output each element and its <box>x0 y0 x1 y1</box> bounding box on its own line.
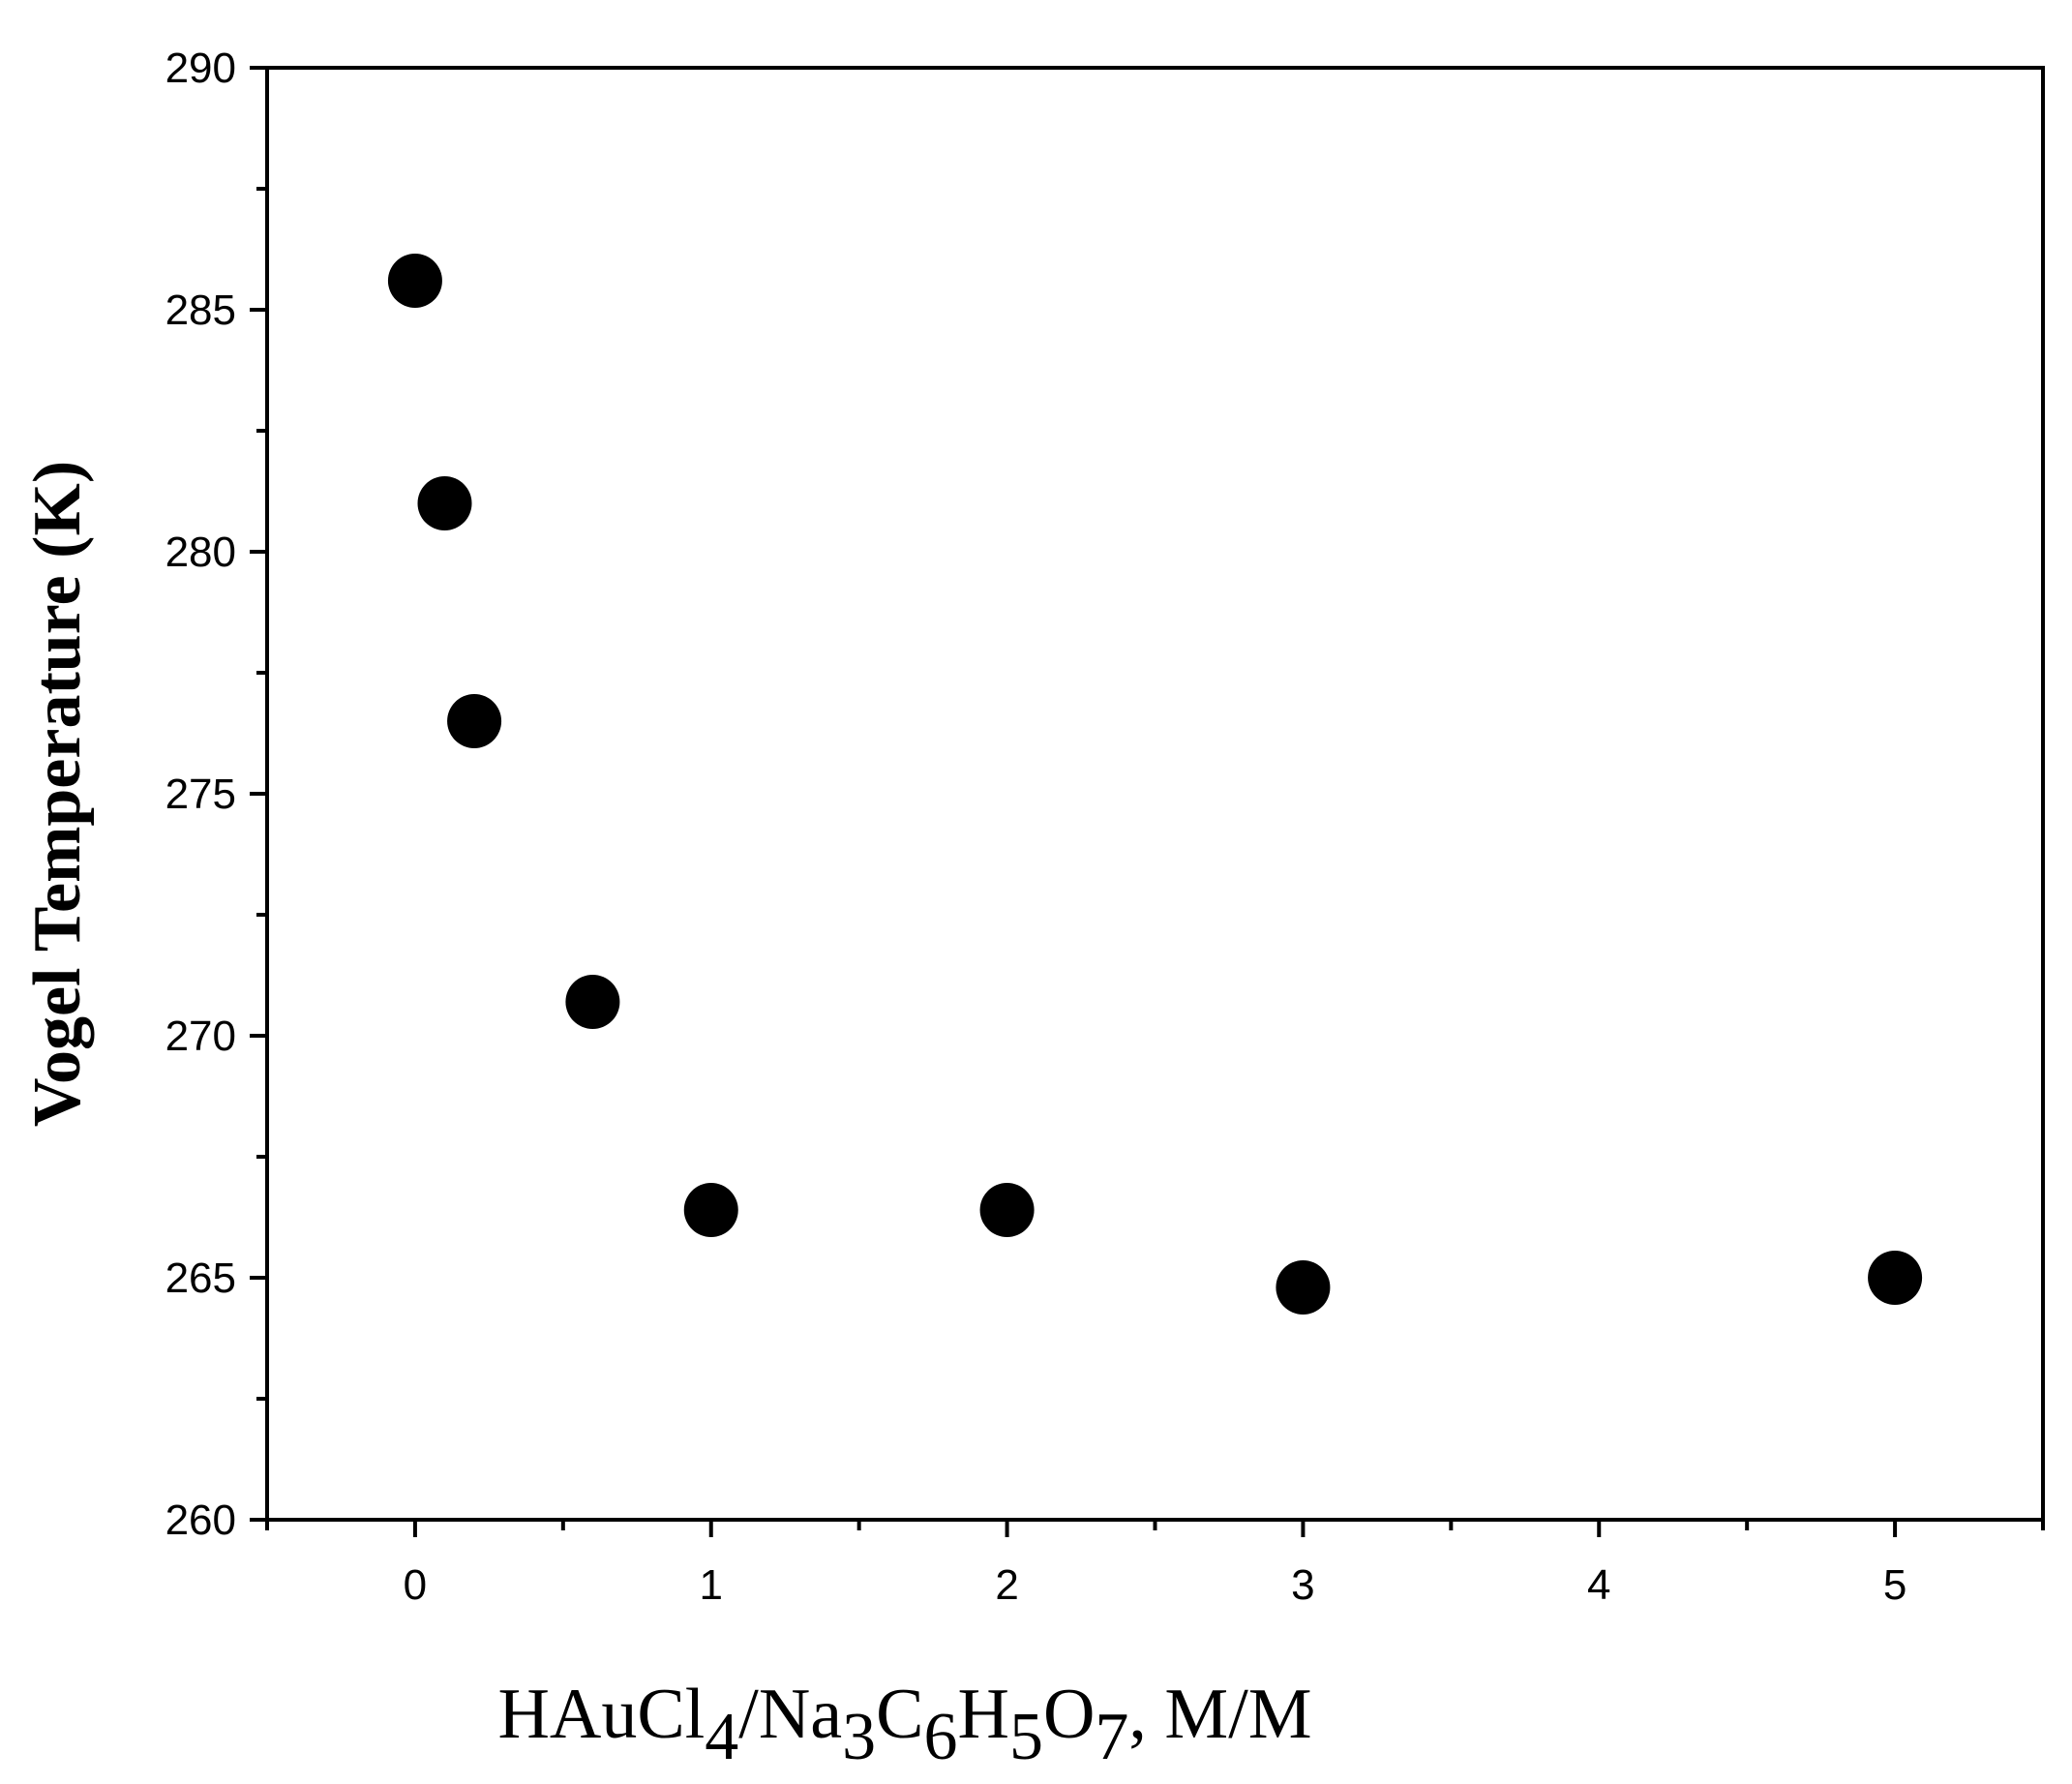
x-tick-label: 0 <box>404 1561 427 1609</box>
x-label-part: /Na <box>738 1675 842 1754</box>
data-point <box>683 1183 738 1237</box>
y-tick-label: 290 <box>165 45 236 92</box>
x-label-subscript: 4 <box>705 1700 738 1774</box>
x-tick-label: 1 <box>700 1561 723 1609</box>
data-point <box>565 975 620 1029</box>
x-label-part: O <box>1043 1675 1095 1754</box>
x-label-subscript: 5 <box>1009 1700 1043 1774</box>
y-tick-label: 275 <box>165 771 236 818</box>
data-point <box>387 254 442 308</box>
x-tick-label: 3 <box>1291 1561 1314 1609</box>
x-label-subscript: 6 <box>923 1700 957 1774</box>
x-label-part: H <box>957 1675 1008 1754</box>
y-tick-label: 260 <box>165 1497 236 1544</box>
x-axis-label: HAuCl4/Na3C6H5O7, M/M <box>497 1675 1311 1774</box>
x-tick-label: 2 <box>995 1561 1018 1609</box>
y-tick-label: 280 <box>165 529 236 576</box>
data-points <box>387 254 1923 1315</box>
x-label-part: HAuCl <box>497 1675 705 1754</box>
data-point <box>979 1183 1035 1237</box>
x-label-part: C <box>876 1675 923 1754</box>
y-tick-label: 265 <box>165 1255 236 1302</box>
y-tick-label: 285 <box>165 287 236 334</box>
x-tick-label: 5 <box>1883 1561 1907 1609</box>
data-point <box>417 476 472 530</box>
x-label-subscript: 7 <box>1095 1700 1128 1774</box>
data-point <box>1276 1260 1331 1315</box>
y-tick-label: 270 <box>165 1013 236 1060</box>
data-point <box>1868 1251 1923 1305</box>
data-point <box>447 694 502 748</box>
plot-frame <box>265 66 2045 1522</box>
x-label-subscript: 3 <box>842 1700 876 1774</box>
y-axis-ticks: 260 265 270 275 280 285 290 <box>165 45 267 1544</box>
y-axis-label: Vogel Temperature (K) <box>20 461 95 1127</box>
x-axis-ticks: 0 1 2 3 4 5 <box>265 1520 2045 1609</box>
x-tick-label: 4 <box>1587 1561 1610 1609</box>
x-label-part: , M/M <box>1128 1675 1311 1754</box>
